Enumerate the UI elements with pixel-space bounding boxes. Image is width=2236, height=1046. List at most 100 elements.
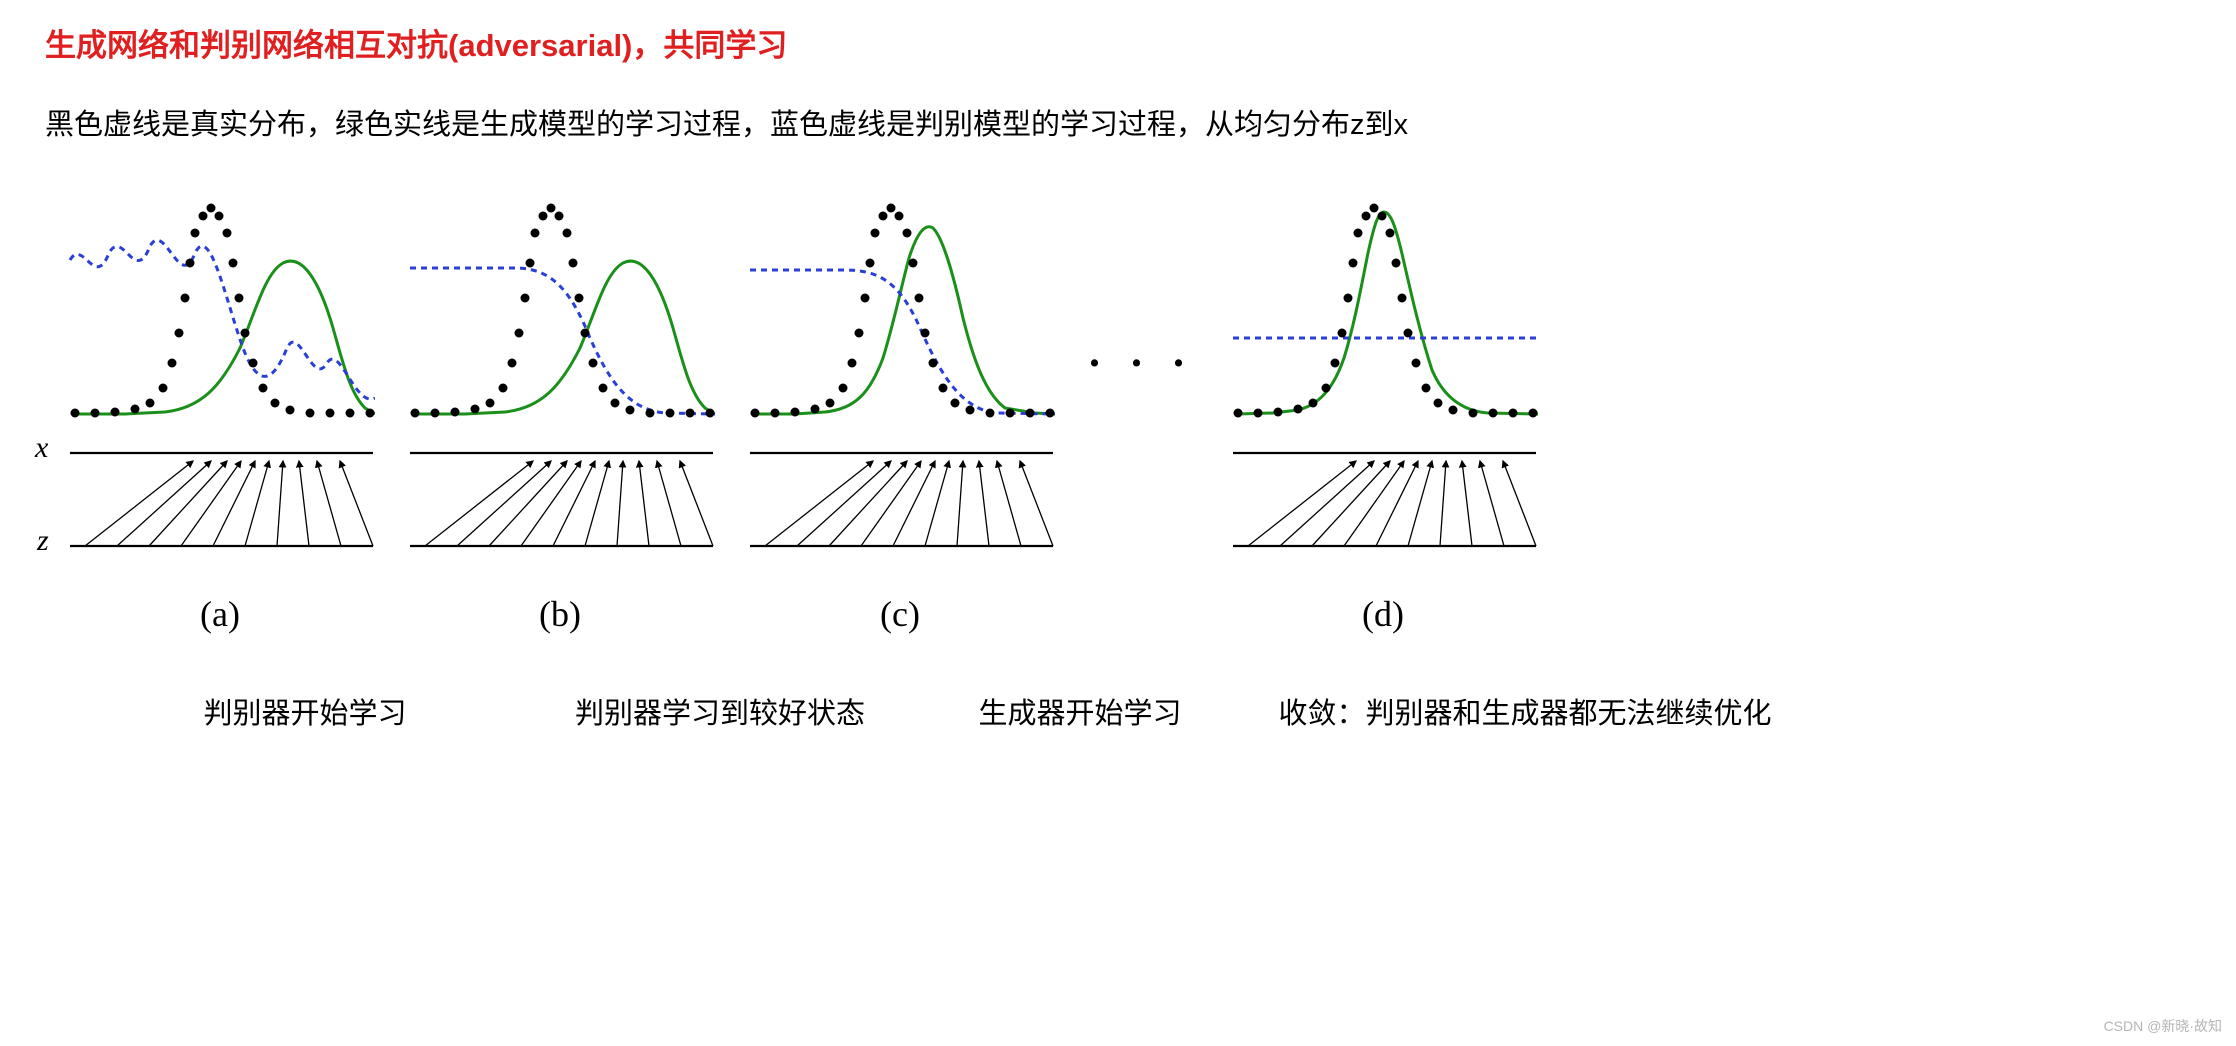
panel-letter: (d) [1362,593,1404,635]
watermark: CSDN @新晓·故知 [2104,1016,2222,1036]
mapping-arrow [457,461,551,546]
real-dist-dot [1354,229,1363,238]
real-dist-dot [168,359,177,368]
panel-c: (c) [745,198,1055,635]
real-dist-dot [515,329,524,338]
real-dist-dot [111,408,120,417]
real-dist-dot [306,409,315,418]
real-dist-dot [626,406,635,415]
real-dist-dot [1274,408,1283,417]
real-dist-dot [223,229,232,238]
real-dist-dot [1046,409,1055,418]
real-dist-dot [966,406,975,415]
mapping-arrow [797,461,891,546]
mapping-arrow [340,461,373,546]
real-dist-dot [686,409,695,418]
real-dist-dot [791,408,800,417]
real-dist-dot [1254,409,1263,418]
real-dist-dot [1294,405,1303,414]
real-dist-dot [271,399,280,408]
panel-caption: 判别器学习到较好状态 [525,690,915,732]
real-dist-dot [1398,294,1407,303]
real-dist-dot [235,294,244,303]
chart-box [745,198,1055,573]
generator-curve [1238,212,1538,414]
real-dist-dot [1322,384,1331,393]
real-dist-dot [249,359,258,368]
mapping-arrow [1344,461,1404,546]
real-dist-dot [903,229,912,238]
mapping-arrow [657,461,681,546]
captions-row: 判别器开始学习判别器学习到较好状态生成器开始学习收敛：判别器和生成器都无法继续优… [85,690,2191,732]
real-dist-dot [861,294,870,303]
real-dist-dot [486,399,495,408]
chart-box [1228,198,1538,573]
mapping-arrow [277,461,283,546]
mapping-arrow [1020,461,1053,546]
mapping-arrow [521,461,581,546]
real-dist-dot [646,409,655,418]
page-subtitle: 黑色虚线是真实分布，绿色实线是生成模型的学习过程，蓝色虚线是判别模型的学习过程，… [45,101,2191,143]
real-dist-dot [589,359,598,368]
chart-box [405,198,715,573]
real-dist-dot [286,406,295,415]
real-dist-dot [1404,329,1413,338]
real-dist-dot [569,259,578,268]
real-dist-dot [929,359,938,368]
real-dist-dot [1006,409,1015,418]
mapping-arrow [117,461,211,546]
real-dist-dot [1234,409,1243,418]
panel-a: xz (a) [65,198,375,635]
real-dist-dot [346,409,355,418]
real-dist-dot [1309,399,1318,408]
chart-box: xz [65,198,375,573]
panel-caption: 生成器开始学习 [915,690,1245,732]
real-dist-dot [1434,399,1443,408]
real-dist-dot [1338,329,1347,338]
real-dist-dot [1529,409,1538,418]
ellipsis: . . . [1089,326,1194,377]
generator-curve [415,261,715,414]
real-dist-dot [1331,359,1340,368]
real-dist-dot [1344,294,1353,303]
real-dist-dot [199,212,208,221]
panel-letter: (a) [200,593,240,635]
real-dist-dot [207,204,216,213]
mapping-arrow [979,461,989,546]
real-dist-dot [1422,384,1431,393]
real-dist-dot [921,329,930,338]
panel-letter: (b) [539,593,581,635]
generator-curve [75,261,375,414]
real-dist-dot [241,329,250,338]
x-axis-label: x [35,431,48,465]
real-dist-dot [547,204,556,213]
mapping-arrow [617,461,623,546]
mapping-arrow [317,461,341,546]
discriminator-curve [750,270,1055,414]
real-dist-dot [1449,406,1458,415]
panel-caption: 判别器开始学习 [85,690,525,732]
real-dist-dot [848,359,857,368]
real-dist-dot [175,329,184,338]
real-dist-dot [826,399,835,408]
real-dist-dot [855,329,864,338]
generator-curve [755,227,1055,414]
real-dist-dot [521,294,530,303]
page-title: 生成网络和判别网络相互对抗(adversarial)，共同学习 [45,20,2191,65]
real-dist-dot [159,384,168,393]
mapping-arrow [639,461,649,546]
real-dist-dot [1378,212,1387,221]
real-dist-dot [871,229,880,238]
real-dist-dot [986,409,995,418]
real-dist-dot [215,212,224,221]
real-dist-dot [229,259,238,268]
real-dist-dot [471,405,480,414]
real-dist-dot [181,294,190,303]
real-dist-dot [71,409,80,418]
real-dist-dot [508,359,517,368]
mapping-arrow [1480,461,1504,546]
real-dist-dot [366,409,375,418]
mapping-arrow [149,461,227,546]
mapping-arrow [1462,461,1472,546]
mapping-arrow [997,461,1021,546]
